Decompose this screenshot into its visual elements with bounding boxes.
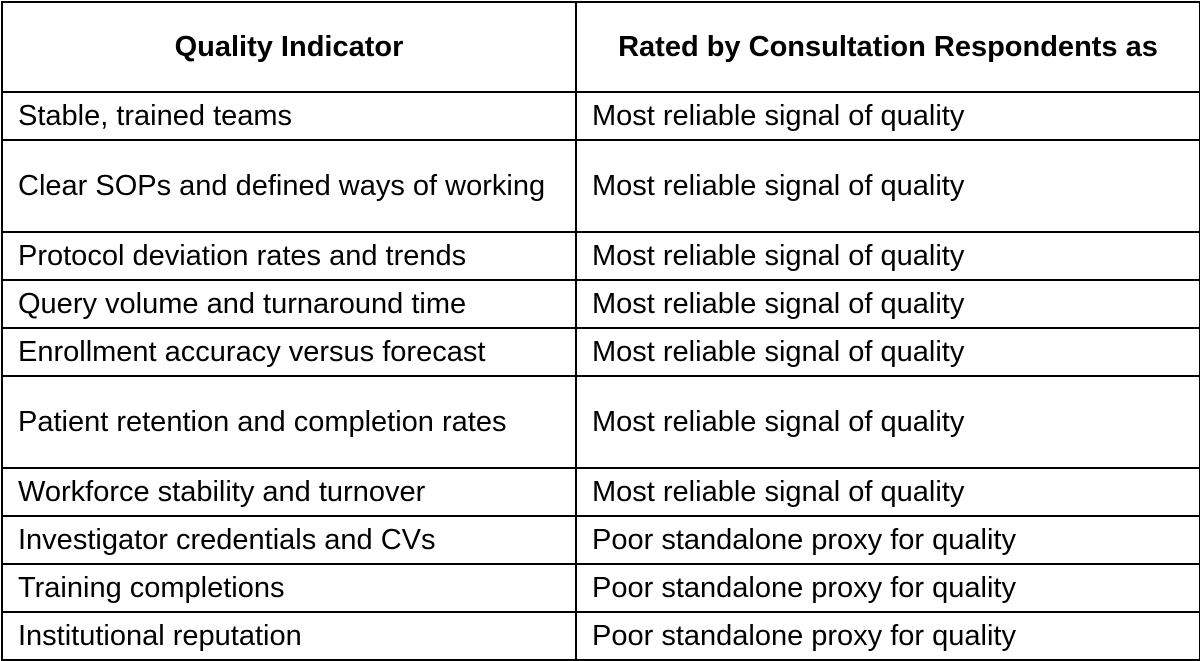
indicator-cell: Protocol deviation rates and trends [1,231,577,281]
table-row: Workforce stability and turnover Most re… [1,467,1200,517]
rating-cell: Most reliable signal of quality [575,279,1200,329]
indicator-cell: Investigator credentials and CVs [1,515,577,565]
table-row: Investigator credentials and CVs Poor st… [1,515,1200,565]
rating-cell: Most reliable signal of quality [575,375,1200,469]
indicator-cell: Stable, trained teams [1,91,577,141]
table-row: Clear SOPs and defined ways of working M… [1,139,1200,233]
rating-cell: Most reliable signal of quality [575,231,1200,281]
column-header-rating: Rated by Consultation Respondents as [575,1,1200,93]
table-row: Patient retention and completion rates M… [1,375,1200,469]
rating-cell: Poor standalone proxy for quality [575,515,1200,565]
table-row: Protocol deviation rates and trends Most… [1,231,1200,281]
indicator-cell: Clear SOPs and defined ways of working [1,139,577,233]
table-row: Training completions Poor standalone pro… [1,563,1200,613]
rating-cell: Most reliable signal of quality [575,467,1200,517]
indicator-cell: Institutional reputation [1,611,577,661]
table-row: Enrollment accuracy versus forecast Most… [1,327,1200,377]
column-header-quality-indicator: Quality Indicator [1,1,577,93]
rating-cell: Most reliable signal of quality [575,327,1200,377]
indicator-cell: Patient retention and completion rates [1,375,577,469]
table-row: Institutional reputation Poor standalone… [1,611,1200,661]
indicator-cell: Enrollment accuracy versus forecast [1,327,577,377]
rating-cell: Most reliable signal of quality [575,91,1200,141]
table-row: Query volume and turnaround time Most re… [1,279,1200,329]
rating-cell: Poor standalone proxy for quality [575,563,1200,613]
indicator-cell: Query volume and turnaround time [1,279,577,329]
indicator-cell: Workforce stability and turnover [1,467,577,517]
table-header-row: Quality Indicator Rated by Consultation … [1,1,1200,93]
indicator-cell: Training completions [1,563,577,613]
table-row: Stable, trained teams Most reliable sign… [1,91,1200,141]
rating-cell: Poor standalone proxy for quality [575,611,1200,661]
rating-cell: Most reliable signal of quality [575,139,1200,233]
